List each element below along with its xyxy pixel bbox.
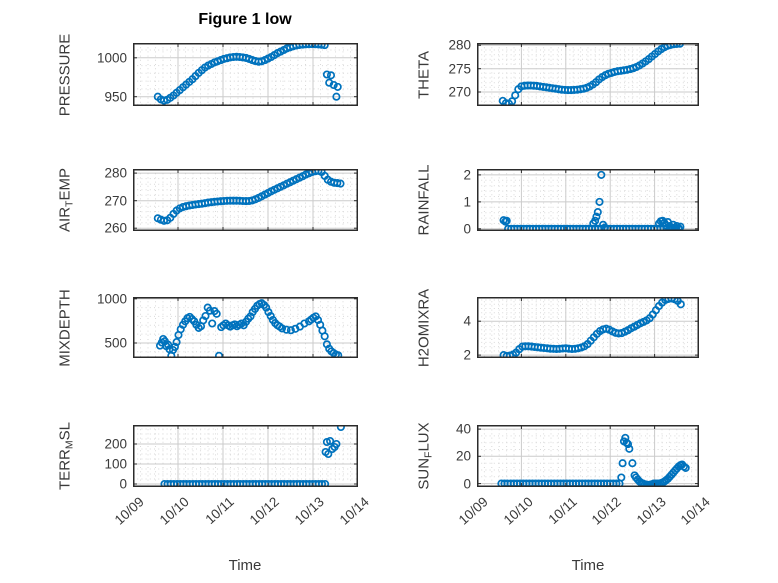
x-tick-label-text: 10/09: [455, 494, 492, 528]
y-tick-label: 1: [463, 194, 471, 210]
y-tick-label: 280: [448, 37, 471, 53]
plot-area-rainfall: [477, 169, 699, 231]
x-tick-label-text: 10/10: [500, 494, 536, 528]
y-tick-label: 275: [448, 61, 471, 77]
x-tick-label-text: 10/13: [633, 494, 669, 528]
plot-area-mixdepth: [133, 297, 358, 358]
x-axis-label-left: Time: [228, 557, 262, 574]
plot-area-sun_flux: [477, 425, 699, 487]
x-tick-label-text: 10/13: [291, 494, 328, 528]
x-tick-label-text: 10/14: [677, 494, 714, 528]
x-tick-label-text: 10/11: [545, 494, 580, 528]
y-tick-label: 950: [104, 89, 127, 105]
y-tick-label: 1000: [96, 291, 127, 307]
y-tick-label: 500: [104, 335, 127, 351]
x-tick-label-text: 10/11: [202, 494, 238, 528]
plot-area-pressure: [133, 43, 358, 106]
y-tick-label: 1000: [96, 50, 127, 66]
y-tick-label: 0: [119, 476, 127, 492]
y-tick-label: 0: [463, 476, 471, 492]
y-tick-label: 270: [448, 84, 471, 100]
figure-title: Figure 1 low: [198, 11, 292, 28]
y-tick-label: 2: [463, 347, 471, 363]
plot-area-terr_msl: [133, 425, 358, 487]
y-tick-label: 270: [104, 193, 127, 209]
y-tick-label: 2: [463, 167, 471, 183]
y-tick-label: 20: [455, 448, 471, 464]
x-tick-label-text: 10/10: [156, 494, 193, 528]
y-tick-label: 4: [463, 313, 471, 329]
y-tick-label: 0: [463, 221, 471, 237]
y-tick-label: 260: [104, 220, 127, 236]
plot-area-air_temp: [133, 169, 358, 231]
x-axis-label-right: Time: [571, 557, 605, 574]
y-tick-label: 280: [104, 165, 127, 181]
x-tick-label-text: 10/14: [336, 494, 373, 528]
y-tick-label: 40: [455, 421, 471, 437]
y-tick-label: 100: [104, 456, 127, 472]
y-tick-label: 200: [104, 436, 127, 452]
plot-area-theta: [477, 43, 699, 106]
x-tick-label-text: 10/12: [589, 494, 625, 528]
plot-area-h2omixra: [477, 297, 699, 358]
x-tick-label-text: 10/12: [246, 494, 283, 528]
x-tick-label-text: 10/09: [111, 494, 148, 528]
